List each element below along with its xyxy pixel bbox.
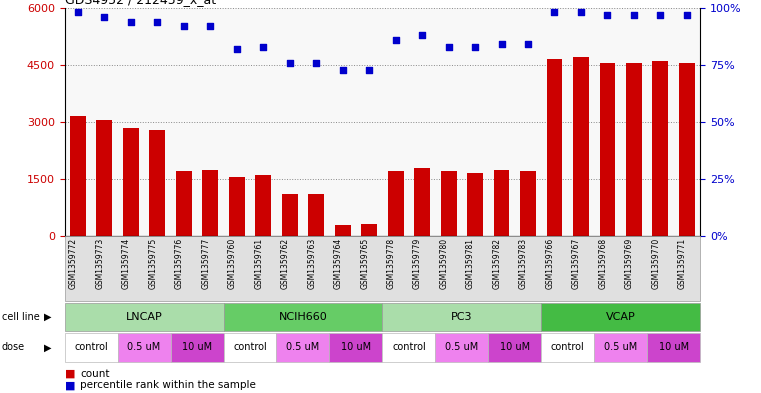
Text: GSM1359780: GSM1359780 bbox=[440, 238, 448, 289]
Text: GSM1359767: GSM1359767 bbox=[572, 238, 581, 289]
Text: control: control bbox=[233, 342, 267, 353]
Text: ▶: ▶ bbox=[44, 342, 52, 353]
Text: GSM1359761: GSM1359761 bbox=[254, 238, 263, 289]
Text: GSM1359782: GSM1359782 bbox=[492, 238, 501, 289]
Point bbox=[284, 59, 296, 66]
Text: GDS4952 / 212459_x_at: GDS4952 / 212459_x_at bbox=[65, 0, 216, 6]
Bar bbox=[229, 177, 245, 236]
Point bbox=[390, 37, 402, 43]
Bar bbox=[546, 59, 562, 236]
Bar bbox=[387, 171, 403, 236]
Bar bbox=[282, 194, 298, 236]
Text: GSM1359766: GSM1359766 bbox=[546, 238, 555, 289]
Text: GSM1359762: GSM1359762 bbox=[281, 238, 290, 289]
Text: NCIH660: NCIH660 bbox=[279, 312, 327, 322]
Bar bbox=[520, 171, 536, 236]
Point bbox=[495, 41, 508, 48]
Text: percentile rank within the sample: percentile rank within the sample bbox=[80, 380, 256, 390]
Text: control: control bbox=[392, 342, 425, 353]
Text: GSM1359768: GSM1359768 bbox=[598, 238, 607, 289]
Point bbox=[125, 18, 137, 25]
Text: ■: ■ bbox=[65, 380, 75, 390]
Bar bbox=[255, 175, 271, 236]
Bar bbox=[626, 63, 642, 236]
Text: GSM1359763: GSM1359763 bbox=[307, 238, 317, 289]
Text: GSM1359775: GSM1359775 bbox=[148, 238, 158, 289]
Point bbox=[442, 44, 454, 50]
Point bbox=[98, 14, 110, 20]
Bar bbox=[176, 171, 192, 236]
Bar bbox=[335, 225, 351, 236]
Text: GSM1359769: GSM1359769 bbox=[625, 238, 634, 289]
Text: 10 uM: 10 uM bbox=[182, 342, 212, 353]
Text: cell line: cell line bbox=[2, 312, 40, 322]
Bar bbox=[600, 63, 616, 236]
Text: LNCAP: LNCAP bbox=[126, 312, 163, 322]
Text: control: control bbox=[75, 342, 108, 353]
Point bbox=[363, 66, 375, 73]
Bar bbox=[308, 194, 324, 236]
Text: 0.5 uM: 0.5 uM bbox=[128, 342, 161, 353]
Bar bbox=[123, 128, 139, 236]
Text: ■: ■ bbox=[65, 369, 75, 379]
Text: dose: dose bbox=[2, 342, 24, 353]
Bar bbox=[494, 170, 510, 236]
Text: GSM1359779: GSM1359779 bbox=[413, 238, 422, 289]
Text: 0.5 uM: 0.5 uM bbox=[604, 342, 637, 353]
Point bbox=[204, 23, 216, 29]
Text: GSM1359777: GSM1359777 bbox=[202, 238, 210, 289]
Text: GSM1359772: GSM1359772 bbox=[69, 238, 78, 289]
Text: GSM1359774: GSM1359774 bbox=[122, 238, 131, 289]
Bar bbox=[361, 224, 377, 236]
Text: GSM1359771: GSM1359771 bbox=[678, 238, 687, 289]
Point bbox=[151, 18, 164, 25]
Text: GSM1359773: GSM1359773 bbox=[95, 238, 104, 289]
Text: control: control bbox=[551, 342, 584, 353]
Text: ▶: ▶ bbox=[44, 312, 52, 322]
Text: GSM1359760: GSM1359760 bbox=[228, 238, 237, 289]
Text: GSM1359770: GSM1359770 bbox=[651, 238, 661, 289]
Bar bbox=[441, 171, 457, 236]
Bar bbox=[202, 170, 218, 236]
Text: count: count bbox=[80, 369, 110, 379]
Text: GSM1359776: GSM1359776 bbox=[175, 238, 184, 289]
Point bbox=[469, 44, 481, 50]
Point bbox=[310, 59, 323, 66]
Text: 10 uM: 10 uM bbox=[500, 342, 530, 353]
Point bbox=[549, 9, 561, 16]
Bar bbox=[70, 116, 86, 236]
Text: 10 uM: 10 uM bbox=[658, 342, 689, 353]
Point bbox=[72, 9, 84, 16]
Text: VCAP: VCAP bbox=[606, 312, 635, 322]
Text: GSM1359781: GSM1359781 bbox=[466, 238, 475, 289]
Point bbox=[575, 9, 587, 16]
Bar bbox=[97, 120, 113, 236]
Text: GSM1359764: GSM1359764 bbox=[333, 238, 342, 289]
Bar bbox=[414, 168, 430, 236]
Bar bbox=[573, 57, 589, 236]
Text: PC3: PC3 bbox=[451, 312, 473, 322]
Text: 0.5 uM: 0.5 uM bbox=[445, 342, 479, 353]
Text: 0.5 uM: 0.5 uM bbox=[286, 342, 320, 353]
Point bbox=[231, 46, 243, 52]
Text: GSM1359765: GSM1359765 bbox=[360, 238, 369, 289]
Point bbox=[601, 11, 613, 18]
Text: GSM1359778: GSM1359778 bbox=[387, 238, 396, 289]
Bar bbox=[652, 61, 668, 236]
Point bbox=[628, 11, 640, 18]
Text: GSM1359783: GSM1359783 bbox=[519, 238, 528, 289]
Point bbox=[336, 66, 349, 73]
Point bbox=[416, 32, 428, 39]
Point bbox=[681, 11, 693, 18]
Bar bbox=[467, 173, 483, 236]
Text: 10 uM: 10 uM bbox=[341, 342, 371, 353]
Point bbox=[257, 44, 269, 50]
Bar bbox=[149, 130, 165, 236]
Point bbox=[522, 41, 534, 48]
Point bbox=[178, 23, 190, 29]
Point bbox=[654, 11, 667, 18]
Bar bbox=[679, 63, 695, 236]
